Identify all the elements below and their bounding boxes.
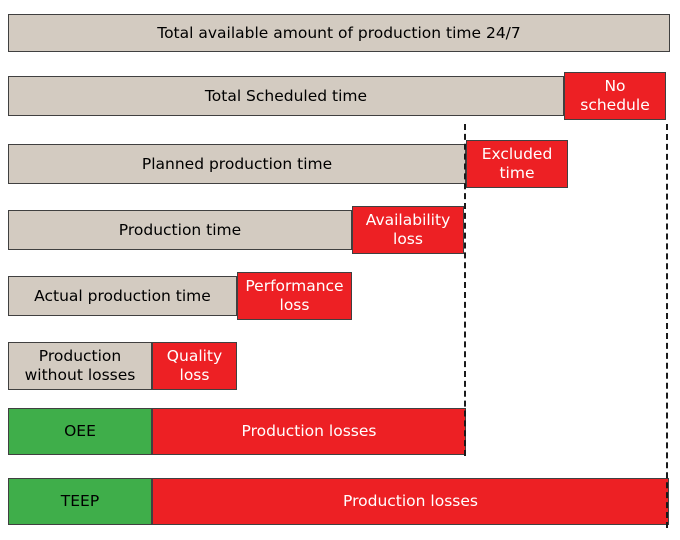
bar-production-without-losses: Production without losses — [8, 342, 152, 390]
loss-production-losses-oee: Production losses — [152, 408, 466, 455]
bar-planned-production-time: Planned production time — [8, 144, 466, 184]
dashed-line-teep-boundary — [666, 124, 668, 528]
loss-quality-label: Quality loss — [166, 347, 223, 384]
bar-total-available-production-time-label: Total available amount of production tim… — [157, 23, 521, 42]
loss-availability: Availability loss — [352, 206, 464, 254]
loss-production-losses-oee-label: Production losses — [241, 422, 377, 440]
loss-performance: Performance loss — [237, 272, 352, 320]
bar-total-scheduled-time-label: Total Scheduled time — [204, 86, 368, 105]
loss-availability-label: Availability loss — [365, 211, 451, 248]
bar-total-available-production-time: Total available amount of production tim… — [8, 14, 670, 52]
loss-performance-label: Performance loss — [245, 277, 344, 314]
bar-production-time: Production time — [8, 210, 352, 250]
loss-no-schedule: No schedule — [564, 72, 666, 120]
bar-oee: OEE — [8, 408, 152, 455]
loss-excluded-time: Excluded time — [466, 140, 568, 188]
loss-quality: Quality loss — [152, 342, 237, 390]
bar-actual-production-time-label: Actual production time — [34, 286, 211, 305]
bar-teep-label: TEEP — [60, 492, 100, 510]
bar-teep: TEEP — [8, 478, 152, 525]
dashed-line-oee-boundary — [464, 124, 466, 456]
loss-excluded-time-label: Excluded time — [481, 145, 553, 182]
loss-production-losses-teep: Production losses — [152, 478, 669, 525]
loss-production-losses-teep-label: Production losses — [343, 492, 478, 510]
bar-total-scheduled-time: Total Scheduled time — [8, 76, 564, 116]
loss-no-schedule-label: No schedule — [580, 77, 650, 114]
bar-oee-label: OEE — [64, 422, 96, 440]
bar-production-without-losses-label: Production without losses — [24, 347, 136, 384]
bar-planned-production-time-label: Planned production time — [141, 154, 333, 173]
bar-production-time-label: Production time — [118, 220, 242, 239]
bar-actual-production-time: Actual production time — [8, 276, 237, 316]
